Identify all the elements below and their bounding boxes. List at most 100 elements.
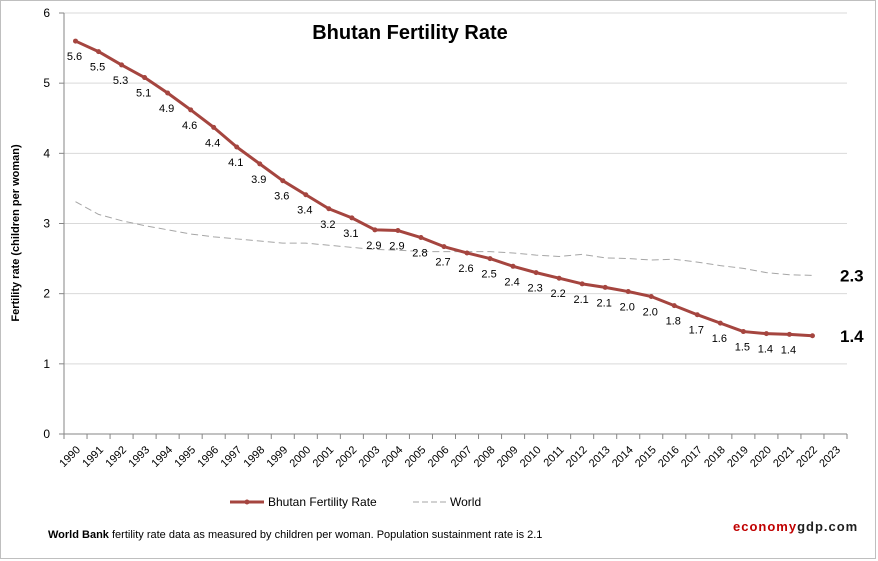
- data-point-bhutan-2020: [763, 331, 769, 337]
- data-label-bhutan-2019: 1.5: [735, 342, 750, 354]
- y-axis-label: Fertility rate (children per woman): [10, 144, 22, 322]
- data-label-bhutan-2011: 2.2: [550, 288, 565, 300]
- data-point-bhutan-1997: [234, 144, 240, 150]
- legend-item-bhutan: Bhutan Fertility Rate: [230, 495, 377, 509]
- data-point-bhutan-2002: [349, 215, 355, 221]
- data-point-bhutan-2009: [510, 263, 516, 269]
- data-label-bhutan-2010: 2.3: [527, 283, 542, 295]
- series-line-bhutan: [74, 39, 813, 338]
- data-point-bhutan-2015: [648, 293, 654, 299]
- data-point-bhutan-2000: [303, 192, 309, 198]
- brand-part-gdp: gdp.com: [797, 519, 859, 534]
- series-line-world: [75, 201, 813, 276]
- data-point-bhutan-1992: [119, 62, 125, 68]
- x-tick-label-2006: 2006: [426, 444, 452, 470]
- data-point-bhutan-2010: [533, 270, 539, 276]
- data-point-bhutan-2022: [809, 333, 815, 339]
- data-point-bhutan-2006: [441, 244, 447, 250]
- data-point-bhutan-2013: [602, 284, 608, 290]
- data-label-bhutan-2000: 3.4: [297, 205, 312, 217]
- x-tick-label-2017: 2017: [679, 444, 705, 470]
- data-point-bhutan-2018: [717, 320, 723, 326]
- data-label-bhutan-1995: 4.6: [182, 120, 197, 132]
- y-tick-label-3: 3: [43, 217, 50, 231]
- data-point-bhutan-2004: [395, 228, 401, 234]
- data-label-bhutan-2005: 2.8: [412, 248, 427, 260]
- footnote-text: fertility rate data as measured by child…: [108, 529, 543, 541]
- y-tick-label-2: 2: [43, 287, 50, 301]
- y-tick-label-1: 1: [43, 357, 50, 371]
- end-label-bhutan: 1.4: [840, 327, 864, 346]
- y-tick-label-5: 5: [43, 76, 50, 90]
- data-point-bhutan-1994: [165, 90, 171, 96]
- data-label-bhutan-2008: 2.5: [481, 269, 496, 281]
- data-point-bhutan-1995: [188, 107, 194, 113]
- end-label-world: 2.3: [840, 266, 864, 285]
- data-label-bhutan-2017: 1.7: [689, 325, 704, 337]
- x-tick-label-2000: 2000: [288, 444, 314, 470]
- x-tick-label-2003: 2003: [357, 444, 383, 470]
- data-labels: 5.6 5.5 5.3 5.1 4.9 4.6 4.4 4.1 3.9 3.6 3.4 3.2 3.1 2…: [67, 51, 864, 356]
- x-tick-label-2019: 2019: [725, 444, 751, 470]
- data-label-bhutan-2009: 2.4: [504, 276, 519, 288]
- legend-item-world: World: [413, 495, 481, 509]
- brand-logo: economygdp.com: [733, 519, 858, 534]
- data-label-bhutan-2007: 2.6: [458, 263, 473, 275]
- data-label-bhutan-1997: 4.1: [228, 157, 243, 169]
- data-label-bhutan-2001: 3.2: [320, 219, 335, 231]
- data-point-bhutan-2008: [487, 256, 493, 262]
- series: [73, 38, 815, 339]
- data-point-bhutan-1990: [73, 38, 79, 44]
- data-point-bhutan-2005: [418, 235, 424, 241]
- data-label-bhutan-2016: 1.8: [666, 316, 681, 328]
- data-label-bhutan-1996: 4.4: [205, 137, 220, 149]
- data-point-bhutan-2012: [579, 281, 585, 287]
- data-label-bhutan-2020: 1.4: [758, 344, 773, 356]
- x-tick-label-1990: 1990: [57, 444, 83, 470]
- data-point-bhutan-2011: [556, 275, 562, 281]
- data-label-bhutan-1993: 5.1: [136, 88, 151, 100]
- x-tick-label-2018: 2018: [702, 444, 728, 470]
- data-label-bhutan-2014: 2.0: [620, 302, 635, 314]
- x-tick-label-1991: 1991: [80, 444, 106, 470]
- data-label-bhutan-1998: 3.9: [251, 174, 266, 186]
- data-point-bhutan-1999: [280, 178, 286, 184]
- x-tick-label-2012: 2012: [564, 444, 590, 470]
- legend: Bhutan Fertility Rate World: [230, 495, 481, 509]
- data-label-bhutan-2004: 2.9: [389, 241, 404, 253]
- footnote: World Bank fertility rate data as measur…: [48, 529, 542, 541]
- x-tick-label-2015: 2015: [633, 444, 659, 470]
- x-tick-label-2016: 2016: [656, 444, 682, 470]
- x-tick-label-1999: 1999: [265, 444, 291, 470]
- data-point-bhutan-2021: [786, 331, 792, 337]
- data-point-bhutan-2017: [694, 312, 700, 318]
- x-tick-label-2010: 2010: [518, 444, 544, 470]
- x-tick-label-2004: 2004: [380, 444, 406, 470]
- x-tick-label-2014: 2014: [610, 444, 636, 470]
- x-tick-label-1998: 1998: [242, 444, 268, 470]
- x-tick-label-2021: 2021: [771, 444, 797, 470]
- x-tick-label-1995: 1995: [172, 444, 198, 470]
- data-label-bhutan-2021: 1.4: [781, 344, 796, 356]
- x-tick-label-2022: 2022: [794, 444, 820, 470]
- x-tick-label-2002: 2002: [334, 444, 360, 470]
- footnote-source: World Bank: [48, 529, 109, 541]
- x-tick-label-2013: 2013: [587, 444, 613, 470]
- data-label-bhutan-1994: 4.9: [159, 103, 174, 115]
- data-point-bhutan-2007: [464, 250, 470, 256]
- y-ticks: 0 1 2 3 4 5 6: [43, 6, 64, 441]
- x-tick-label-2001: 2001: [311, 444, 337, 470]
- y-tick-label-0: 0: [43, 427, 50, 441]
- data-label-bhutan-2012: 2.1: [574, 294, 589, 306]
- x-tick-label-2005: 2005: [403, 444, 429, 470]
- x-tick-label-2011: 2011: [541, 444, 566, 469]
- x-tick-label-1996: 1996: [195, 444, 221, 470]
- data-label-bhutan-1990: 5.6: [67, 51, 82, 63]
- data-point-bhutan-2003: [372, 227, 378, 233]
- data-point-bhutan-2016: [671, 303, 677, 309]
- x-tick-label-2020: 2020: [748, 444, 774, 470]
- x-tick-label-2009: 2009: [495, 444, 521, 470]
- data-label-bhutan-1999: 3.6: [274, 191, 289, 203]
